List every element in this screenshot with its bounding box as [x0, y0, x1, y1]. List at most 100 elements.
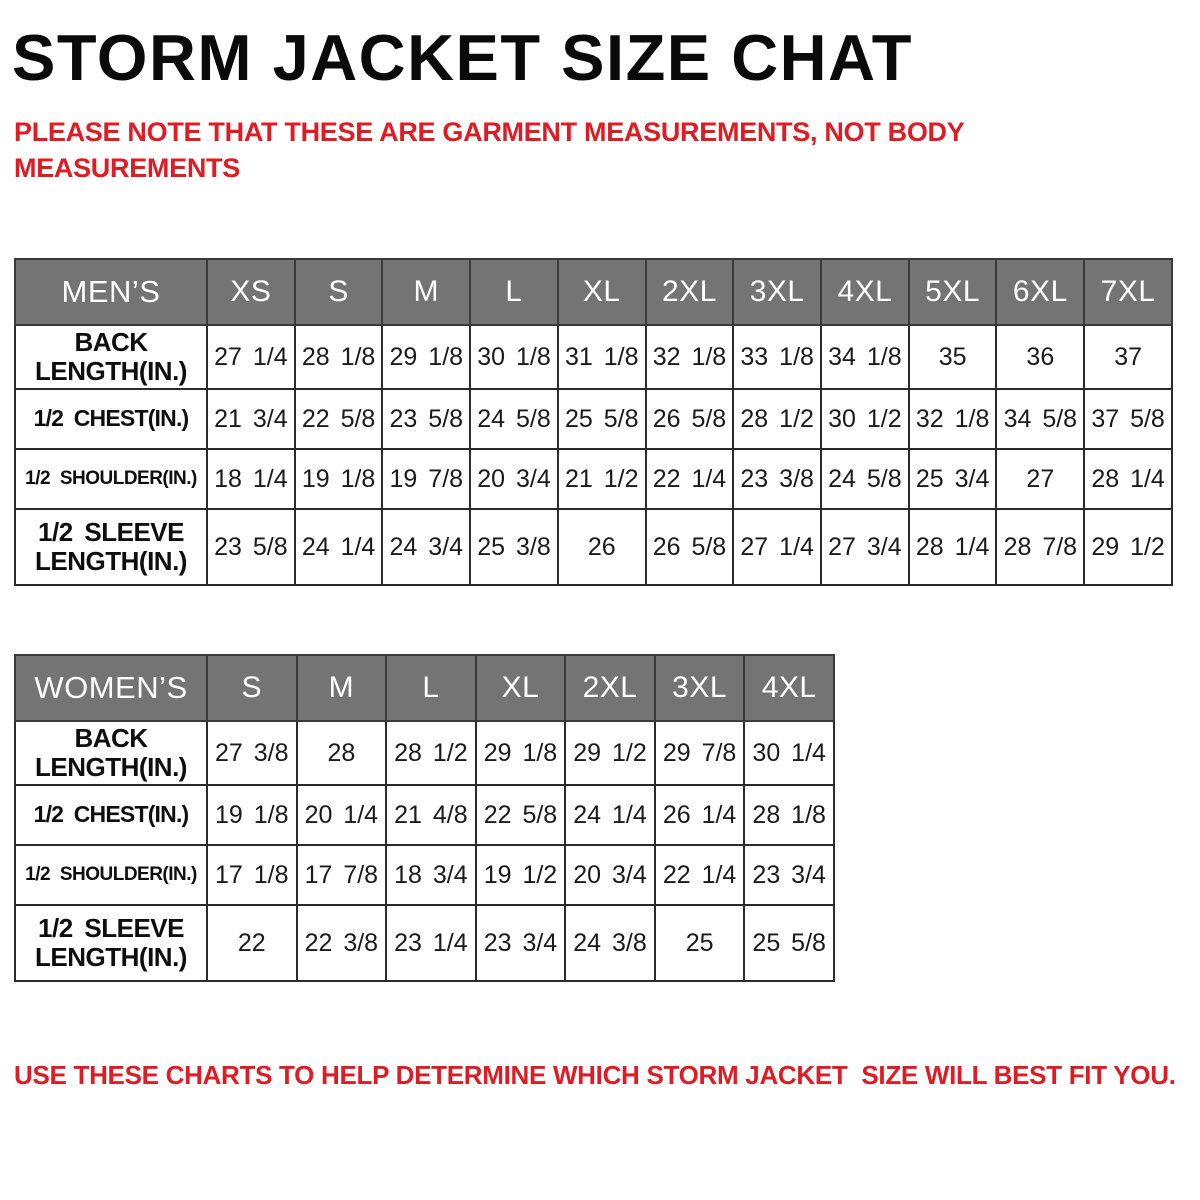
measurement-value-cell: 37	[1083, 324, 1173, 390]
measurement-value-cell: 23 3/4	[474, 904, 567, 982]
measurement-value-cell: 22 5/8	[293, 388, 384, 450]
size-column-header: XL	[556, 258, 647, 326]
measurement-value-cell: 30 1/8	[469, 324, 559, 390]
measurement-row-label: 1/2 CHEST(IN.)	[14, 388, 208, 450]
measurement-value-cell: 25 3/8	[469, 508, 559, 586]
measurement-row-label: 1/2 SHOULDER(IN.)	[14, 844, 208, 906]
measurement-value-cell: 34 1/8	[820, 324, 910, 390]
measurement-row-label: BACK LENGTH(IN.)	[14, 720, 208, 786]
measurement-value-cell: 19 1/8	[293, 448, 384, 510]
measurement-value-cell: 20 1/4	[295, 784, 388, 846]
measurement-value-cell: 25 5/8	[556, 388, 647, 450]
measurement-value-cell: 28	[295, 720, 388, 786]
measurement-value-cell: 21 4/8	[385, 784, 477, 846]
measurement-value-cell: 34 5/8	[995, 388, 1086, 450]
measurement-value-cell: 28 1/4	[907, 508, 998, 586]
measurement-value-cell: 22 5/8	[474, 784, 567, 846]
measurement-value-cell: 19 7/8	[381, 448, 472, 510]
measurement-value-cell: 29 7/8	[653, 720, 746, 786]
size-column-header: XS	[206, 258, 296, 326]
size-column-header: 3XL	[732, 258, 823, 326]
measurement-value-cell: 24 1/4	[564, 784, 656, 846]
measurement-value-cell: 28 1/8	[743, 784, 835, 846]
measurement-value-cell: 23 3/4	[743, 844, 835, 906]
page-title: STORM JACKET SIZE CHAT	[12, 21, 913, 94]
measurement-value-cell: 18 1/4	[206, 448, 296, 510]
size-column-header: 4XL	[743, 654, 835, 722]
measurement-row: BACK LENGTH(IN.) 27 1/4 28 1/8 29 1/8 30 1/8…	[14, 324, 1173, 390]
measurement-value-cell: 25 3/4	[907, 448, 998, 510]
size-column-header: XL	[474, 654, 567, 722]
measurement-value-cell: 28 1/2	[732, 388, 823, 450]
measurement-value-cell: 20 3/4	[564, 844, 656, 906]
table-group-title: MEN’S	[14, 258, 208, 326]
size-column-header: 6XL	[995, 258, 1086, 326]
fit-advice-note: USE THESE CHARTS TO HELP DETERMINE WHICH…	[14, 1060, 1176, 1090]
measurement-value-cell: 29 1/2	[1083, 508, 1173, 586]
measurement-value-cell: 23 5/8	[206, 508, 296, 586]
measurement-row-label: BACK LENGTH(IN.)	[14, 324, 208, 390]
measurement-value-cell: 22 1/4	[653, 844, 746, 906]
measurement-value-cell: 25 5/8	[743, 904, 835, 982]
measurement-value-cell: 24 3/4	[381, 508, 472, 586]
measurement-value-cell: 23 1/4	[385, 904, 477, 982]
size-column-header: 5XL	[907, 258, 998, 326]
measurement-value-cell: 22 1/4	[644, 448, 735, 510]
measurement-value-cell: 30 1/2	[820, 388, 910, 450]
measurement-row: 1/2 SHOULDER(IN.) 18 1/4 19 1/8 19 7/8 20 3/…	[14, 448, 1173, 510]
measurement-value-cell: 27 3/8	[206, 720, 298, 786]
measurement-value-cell: 23 3/8	[732, 448, 823, 510]
measurement-value-cell: 26	[556, 508, 647, 586]
size-column-header: 2XL	[564, 654, 656, 722]
measurement-row-label: 1/2 SLEEVE LENGTH(IN.)	[14, 904, 208, 982]
size-column-header: M	[295, 654, 388, 722]
measurement-row: 1/2 CHEST(IN.) 19 1/8 20 1/4 21 4/8 22 5/8 24…	[14, 784, 835, 846]
size-column-header: S	[206, 654, 298, 722]
measurement-value-cell: 24 3/8	[564, 904, 656, 982]
measurement-value-cell: 26 5/8	[644, 388, 735, 450]
measurement-row-label: 1/2 SLEEVE LENGTH(IN.)	[14, 508, 208, 586]
measurement-value-cell: 27 1/4	[206, 324, 296, 390]
measurement-value-cell: 24 1/4	[293, 508, 384, 586]
measurement-value-cell: 36	[995, 324, 1086, 390]
measurement-value-cell: 27 3/4	[820, 508, 910, 586]
measurement-value-cell: 28 1/2	[385, 720, 477, 786]
measurement-value-cell: 26 1/4	[653, 784, 746, 846]
womens-size-table: WOMEN’S S M L XL 2XL 3XL 4XL BACK LENGTH(IN.) 27 …	[14, 654, 835, 982]
measurement-value-cell: 21 3/4	[206, 388, 296, 450]
measurement-value-cell: 28 1/8	[293, 324, 384, 390]
measurement-value-cell: 25	[653, 904, 746, 982]
measurement-value-cell: 24 5/8	[469, 388, 559, 450]
mens-size-table: MEN’S XS S M L XL 2XL 3XL 4XL 5XL 6XL 7XL BACK LENGT…	[14, 258, 1173, 586]
measurement-value-cell: 22 3/8	[295, 904, 388, 982]
table-group-title: WOMEN’S	[14, 654, 208, 722]
garment-measurement-note: PLEASE NOTE THAT THESE ARE GARMENT MEASU…	[14, 117, 964, 184]
measurement-value-cell: 27	[995, 448, 1086, 510]
measurement-value-cell: 29 1/2	[564, 720, 656, 786]
size-column-header: 3XL	[653, 654, 746, 722]
measurement-value-cell: 19 1/8	[206, 784, 298, 846]
measurement-value-cell: 30 1/4	[743, 720, 835, 786]
measurement-value-cell: 27 1/4	[732, 508, 823, 586]
measurement-value-cell: 17 1/8	[206, 844, 298, 906]
measurement-value-cell: 20 3/4	[469, 448, 559, 510]
measurement-value-cell: 28 1/4	[1083, 448, 1173, 510]
size-column-header: L	[385, 654, 477, 722]
measurement-row: BACK LENGTH(IN.) 27 3/8 28 28 1/2 29 1/8 29 1…	[14, 720, 835, 786]
measurement-value-cell: 37 5/8	[1083, 388, 1173, 450]
measurement-value-cell: 29 1/8	[474, 720, 567, 786]
measurement-row: 1/2 SHOULDER(IN.) 17 1/8 17 7/8 18 3/4 19 1/…	[14, 844, 835, 906]
size-column-header: 4XL	[820, 258, 910, 326]
measurement-value-cell: 31 1/8	[556, 324, 647, 390]
measurement-value-cell: 17 7/8	[295, 844, 388, 906]
measurement-value-cell: 24 5/8	[820, 448, 910, 510]
measurement-value-cell: 28 7/8	[995, 508, 1086, 586]
size-column-header: 2XL	[644, 258, 735, 326]
size-column-header: S	[293, 258, 384, 326]
measurement-value-cell: 21 1/2	[556, 448, 647, 510]
measurement-value-cell: 35	[907, 324, 998, 390]
measurement-value-cell: 22	[206, 904, 298, 982]
measurement-value-cell: 29 1/8	[381, 324, 472, 390]
measurement-row: 1/2 CHEST(IN.) 21 3/4 22 5/8 23 5/8 24 5/8 25…	[14, 388, 1173, 450]
